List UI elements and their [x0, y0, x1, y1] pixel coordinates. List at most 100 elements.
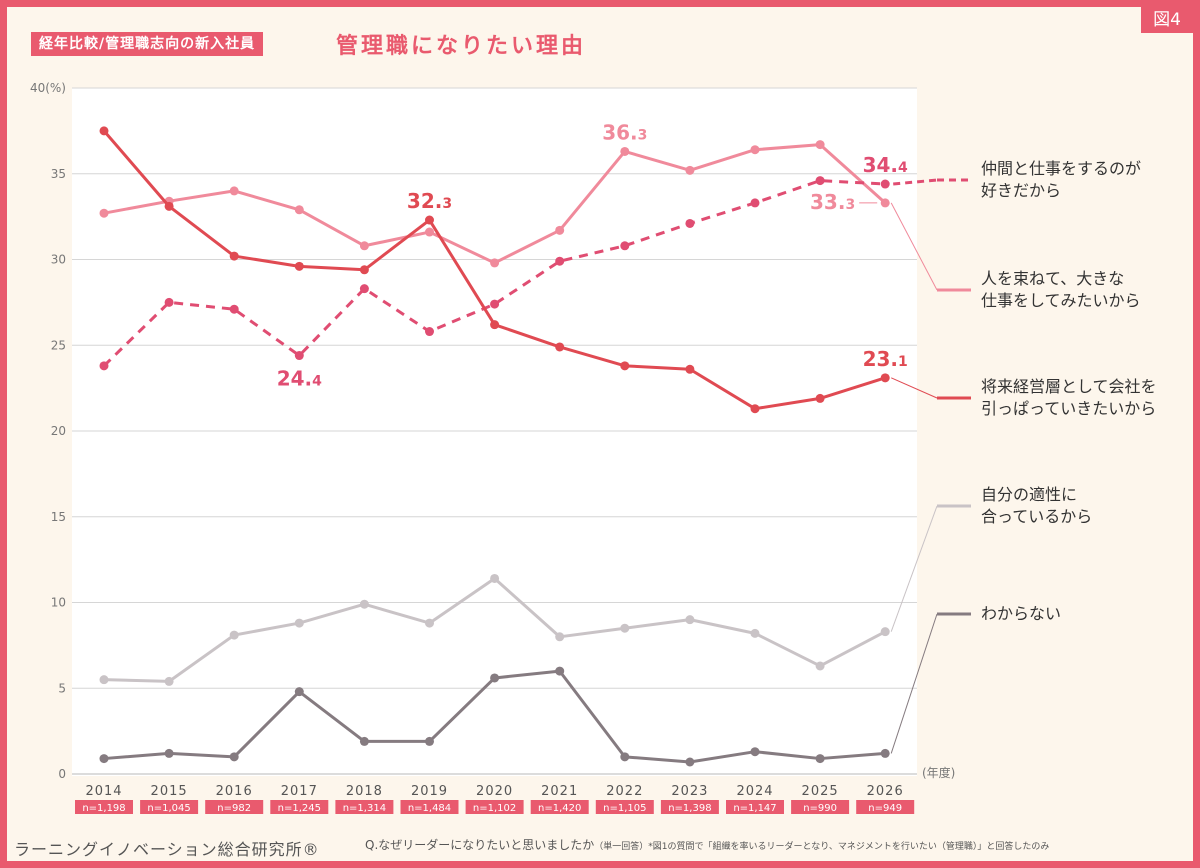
data-labels: 24.4 34.4 36.3 33.3 32.3 23.1 [277, 120, 908, 390]
sample-size-badge [205, 800, 264, 814]
data-point [294, 205, 304, 215]
legend-label: 人を束ねて、大きな [981, 269, 1124, 288]
data-point [555, 225, 565, 235]
data-point [490, 673, 500, 683]
y-tick-label: 20 [51, 424, 66, 438]
y-tick-label: 15 [51, 510, 66, 524]
data-label: 36.3 [602, 120, 647, 144]
data-point [425, 736, 434, 746]
data-point [229, 251, 239, 261]
sample-size-badge [726, 800, 784, 814]
data-point [620, 752, 630, 762]
data-point [685, 615, 695, 625]
x-tick-label: 2014 [85, 784, 122, 799]
data-point [359, 284, 369, 294]
sample-size-badge [400, 800, 459, 814]
sample-size-label: n=1,314 [343, 803, 386, 814]
legend-leader [893, 178, 938, 186]
data-point [425, 215, 434, 225]
x-tick-label: 2022 [606, 784, 643, 799]
x-tick-label: 2016 [216, 784, 253, 799]
x-tick-label: 2020 [476, 784, 513, 799]
data-label: 24.4 [277, 367, 322, 391]
data-point [164, 748, 174, 758]
data-point [620, 361, 630, 371]
sample-size-label: n=1,420 [538, 803, 581, 814]
data-point [620, 241, 630, 251]
series-lines [99, 126, 890, 767]
data-point [750, 198, 760, 208]
data-point [294, 687, 304, 697]
data-label: 34.4 [863, 153, 908, 177]
x-axis: 2014 n=1,198 2015 n=1,045 2016 n=982 2017 n=1,2… [75, 765, 955, 814]
data-point [99, 208, 109, 218]
sample-size-badge [530, 800, 589, 814]
data-point [750, 747, 760, 757]
question-text: Q.なぜリーダーになりたいと思いましたか [365, 838, 595, 852]
legend-leader [890, 613, 938, 754]
data-point [880, 198, 890, 208]
data-label: 33.3 [810, 190, 855, 214]
data-point [359, 736, 369, 746]
data-point [555, 342, 565, 352]
sample-size-badge [660, 800, 719, 814]
data-point [490, 258, 500, 268]
figure-number-badge: 図4 [1141, 7, 1193, 33]
data-point [425, 618, 434, 628]
y-tick-label: 25 [51, 338, 66, 352]
y-tick-label: 35 [51, 167, 66, 181]
sample-size-label: n=1,484 [408, 803, 451, 814]
legend-leader [890, 202, 938, 291]
data-point [750, 628, 760, 638]
data-point [880, 627, 890, 637]
x-unit-label: (年度) [922, 765, 955, 780]
data-point [294, 618, 304, 628]
legend-leader [890, 505, 938, 632]
data-label: 32.3 [407, 189, 452, 213]
data-point [229, 186, 239, 196]
data-point [750, 145, 760, 155]
data-point [490, 320, 500, 330]
x-tick-label: 2019 [411, 784, 448, 799]
sample-size-badge [465, 800, 524, 814]
data-point [425, 327, 434, 337]
sample-size-label: n=982 [217, 803, 251, 814]
data-point [99, 754, 109, 764]
data-point [99, 361, 109, 371]
legend-label: 合っているから [981, 507, 1092, 526]
sample-size-badge [791, 800, 850, 814]
y-axis: 0 5 10 15 20 25 30 35 40(%) [30, 81, 66, 781]
sample-size-label: n=1,045 [147, 803, 190, 814]
data-point [620, 623, 630, 633]
y-tick-label: 10 [51, 596, 66, 610]
data-point [359, 265, 369, 275]
data-point [229, 752, 239, 762]
data-point [815, 661, 825, 671]
x-tick-label: 2026 [867, 784, 904, 799]
chart-title: 管理職になりたい理由 [336, 34, 587, 59]
series-line [103, 576, 886, 683]
series-line [102, 129, 886, 411]
legend-label: 自分の適性に [981, 485, 1077, 504]
x-tick-label: 2025 [802, 784, 839, 799]
data-point [99, 126, 109, 136]
sample-size-label: n=1,105 [603, 803, 646, 814]
legend-leader [890, 377, 938, 399]
sample-size-badge [856, 800, 915, 814]
data-point [99, 675, 109, 685]
data-point [880, 748, 890, 758]
data-point [229, 304, 239, 314]
data-point [294, 351, 304, 361]
sample-size-badge [595, 800, 654, 814]
data-point [880, 373, 890, 383]
data-point [815, 140, 825, 150]
data-point [164, 201, 174, 211]
legend-label: 引っぱっていきたいから [981, 399, 1156, 418]
data-point [815, 754, 825, 764]
y-tick-label: 40(%) [30, 81, 66, 95]
sample-size-label: n=1,245 [278, 803, 321, 814]
data-point [164, 297, 174, 307]
data-point [685, 757, 695, 767]
data-point [164, 676, 174, 686]
